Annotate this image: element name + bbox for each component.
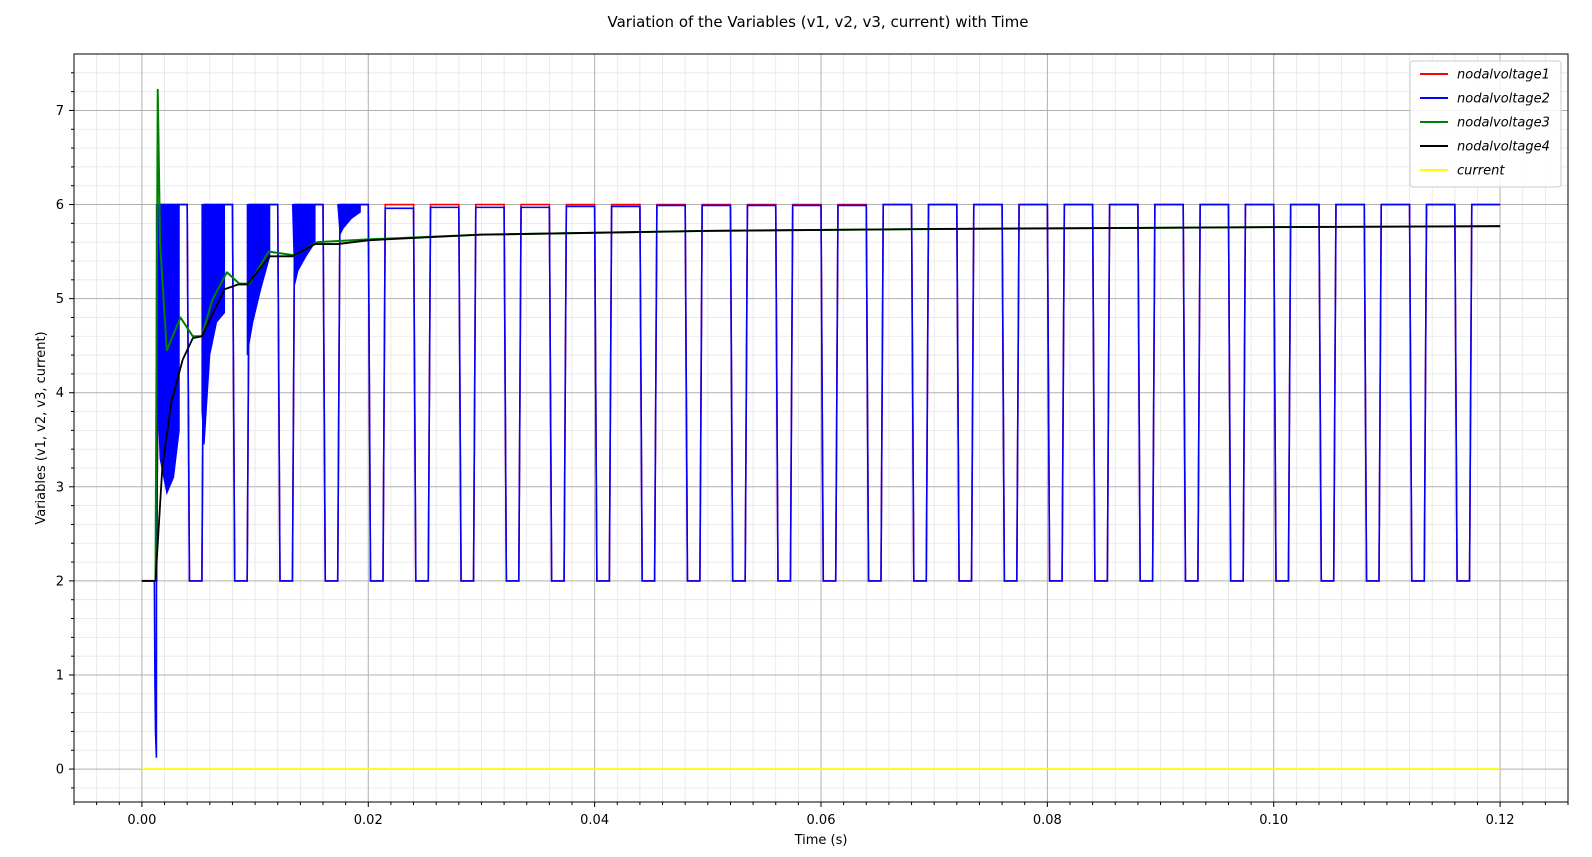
y-axis: 0 1 2 3 4 5 6 7 [56, 72, 74, 789]
legend-box [1409, 60, 1562, 188]
series-line-nodalvoltage2 [141, 203, 1501, 582]
x-tick-label: 0.00 [127, 813, 156, 828]
legend-label-nodalvoltage3: nodalvoltage3 [1457, 116, 1550, 131]
x-tick-label: 0.08 [1033, 813, 1062, 828]
x-tick-label: 0.06 [807, 813, 836, 828]
x-tick-label: 0.10 [1259, 813, 1288, 828]
x-tick-label: 0.12 [1486, 813, 1515, 828]
oscillation-band-5 [337, 204, 361, 237]
legend-label-nodalvoltage4: nodalvoltage4 [1457, 140, 1550, 155]
chart-title: Variation of the Variables (v1, v2, v3, … [608, 13, 1029, 31]
oscillation-band-3 [246, 204, 271, 356]
y-tick-label: 0 [56, 763, 64, 778]
x-axis: 0.00 0.02 0.04 0.06 0.08 0.10 0.12 [73, 802, 1569, 828]
legend-label-current: current [1457, 164, 1505, 179]
x-axis-label: Time (s) [794, 833, 848, 848]
oscillation-band-2 [201, 204, 226, 445]
y-tick-label: 2 [56, 574, 64, 589]
oscillation-band-4 [291, 204, 316, 285]
y-tick-label: 5 [56, 292, 64, 307]
series-line-nodalvoltage4 [141, 225, 1501, 582]
legend: nodalvoltage1 nodalvoltage2 nodalvoltage3 n… [1409, 60, 1562, 188]
legend-label-nodalvoltage2: nodalvoltage2 [1457, 92, 1550, 107]
x-tick-label: 0.04 [580, 813, 609, 828]
y-tick-label: 6 [56, 198, 64, 213]
y-tick-label: 7 [56, 104, 64, 119]
y-tick-label: 4 [56, 386, 64, 401]
legend-label-nodalvoltage1: nodalvoltage1 [1457, 68, 1550, 83]
x-tick-label: 0.02 [354, 813, 383, 828]
y-tick-label: 1 [56, 668, 64, 683]
y-axis-label: Variables (v1, v2, v3, current) [34, 331, 49, 524]
series-layer [141, 88, 1501, 770]
y-tick-label: 3 [56, 480, 64, 495]
